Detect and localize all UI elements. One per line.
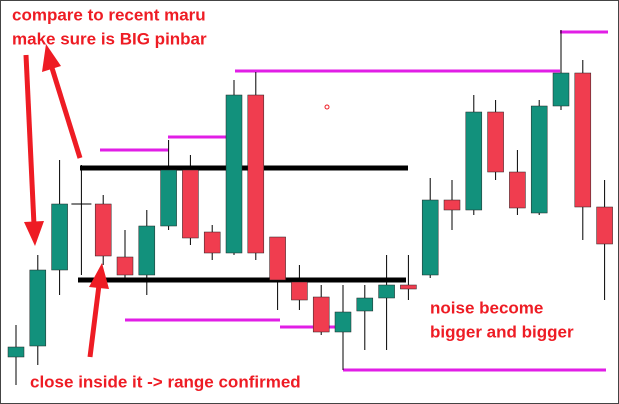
arrow-head xyxy=(89,263,109,289)
candle-body xyxy=(443,199,461,211)
arrow-head xyxy=(42,44,61,72)
candle-body xyxy=(7,346,25,358)
candle-body xyxy=(574,72,592,208)
candle-body xyxy=(400,284,417,290)
annotation: compare to recent maru xyxy=(12,5,206,24)
arrow-head xyxy=(24,221,44,246)
candle-body xyxy=(29,269,47,347)
candle-body xyxy=(465,111,483,211)
candle-body xyxy=(203,231,221,254)
candle-body xyxy=(596,206,613,245)
candle-body xyxy=(312,296,330,333)
arrows xyxy=(23,44,330,358)
candle-body xyxy=(530,105,548,214)
candle-body xyxy=(225,94,243,254)
candle-body xyxy=(94,203,112,257)
candle-body xyxy=(334,311,352,333)
candle-body xyxy=(116,256,134,276)
levels xyxy=(78,30,608,372)
annotation: close inside it -> range confirmed xyxy=(30,372,301,391)
candle-body xyxy=(552,72,570,107)
candle-body xyxy=(378,284,395,299)
candle-body xyxy=(421,199,439,276)
candle-body xyxy=(138,225,156,276)
arrow xyxy=(23,54,37,226)
arrow xyxy=(87,284,102,358)
candle-body xyxy=(509,171,526,209)
annotation: noise become xyxy=(430,298,543,317)
candle-body xyxy=(247,94,265,254)
arrow xyxy=(49,67,83,159)
candle-body xyxy=(487,111,504,173)
dot xyxy=(324,104,330,110)
candle-body xyxy=(51,203,68,271)
annotation: make sure is BIG pinbar xyxy=(12,29,207,48)
candle-body xyxy=(291,281,308,301)
candle-body xyxy=(356,297,374,312)
candle-body xyxy=(182,169,199,239)
annotation: bigger and bigger xyxy=(430,322,574,341)
candle-body xyxy=(160,169,177,227)
candle-body xyxy=(269,236,286,281)
